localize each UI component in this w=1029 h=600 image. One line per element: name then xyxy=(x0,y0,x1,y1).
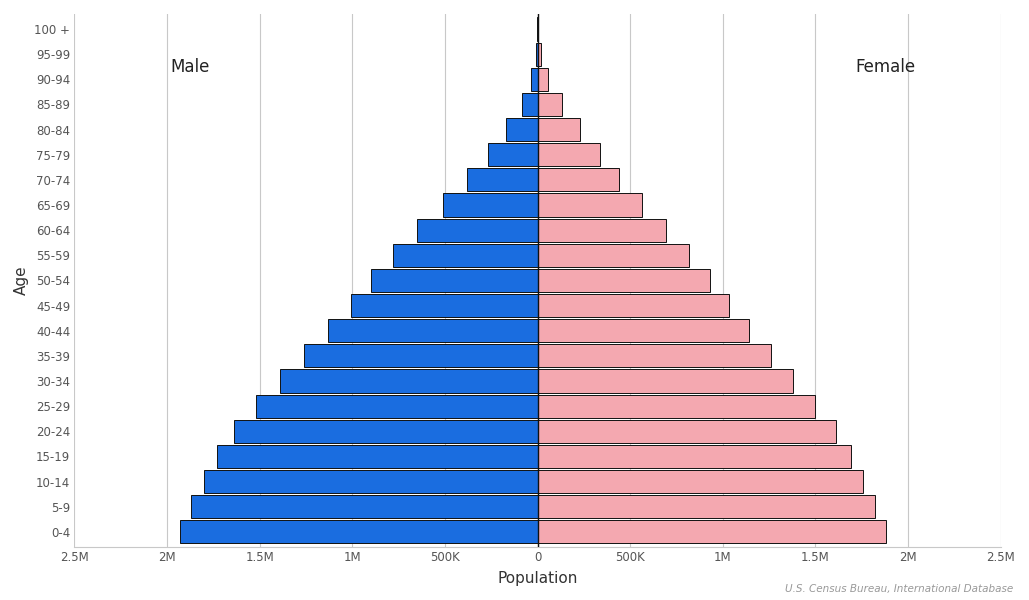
Text: U.S. Census Bureau, International Database: U.S. Census Bureau, International Databa… xyxy=(785,584,1014,594)
Y-axis label: Age: Age xyxy=(13,266,29,295)
Bar xyxy=(537,118,580,141)
Bar xyxy=(488,143,537,166)
Bar xyxy=(537,218,667,242)
Bar xyxy=(537,495,875,518)
Bar xyxy=(328,319,537,343)
Bar xyxy=(204,470,537,493)
Bar xyxy=(506,118,537,141)
Bar xyxy=(537,43,541,65)
Bar xyxy=(537,470,862,493)
Bar xyxy=(443,193,537,217)
Bar xyxy=(417,218,537,242)
Bar xyxy=(537,370,793,392)
Bar xyxy=(351,294,537,317)
Bar xyxy=(305,344,537,367)
Bar xyxy=(537,420,836,443)
Bar xyxy=(217,445,537,468)
Bar xyxy=(537,93,562,116)
Bar xyxy=(537,319,749,343)
Bar xyxy=(537,395,816,418)
Bar xyxy=(370,269,537,292)
Bar xyxy=(537,244,688,267)
Bar xyxy=(537,520,886,544)
Text: Female: Female xyxy=(855,58,915,76)
Bar xyxy=(537,344,771,367)
Bar xyxy=(256,395,537,418)
X-axis label: Population: Population xyxy=(497,571,578,586)
Bar xyxy=(532,68,537,91)
Bar xyxy=(537,294,730,317)
Bar xyxy=(537,68,548,91)
Bar xyxy=(467,168,537,191)
Bar xyxy=(537,168,619,191)
Bar xyxy=(522,93,537,116)
Bar xyxy=(393,244,537,267)
Bar xyxy=(234,420,537,443)
Bar xyxy=(537,143,600,166)
Bar xyxy=(537,269,710,292)
Bar xyxy=(280,370,537,392)
Bar xyxy=(191,495,537,518)
Bar xyxy=(537,445,851,468)
Bar xyxy=(180,520,537,544)
Text: Male: Male xyxy=(171,58,210,76)
Bar xyxy=(537,193,642,217)
Bar xyxy=(536,43,537,65)
